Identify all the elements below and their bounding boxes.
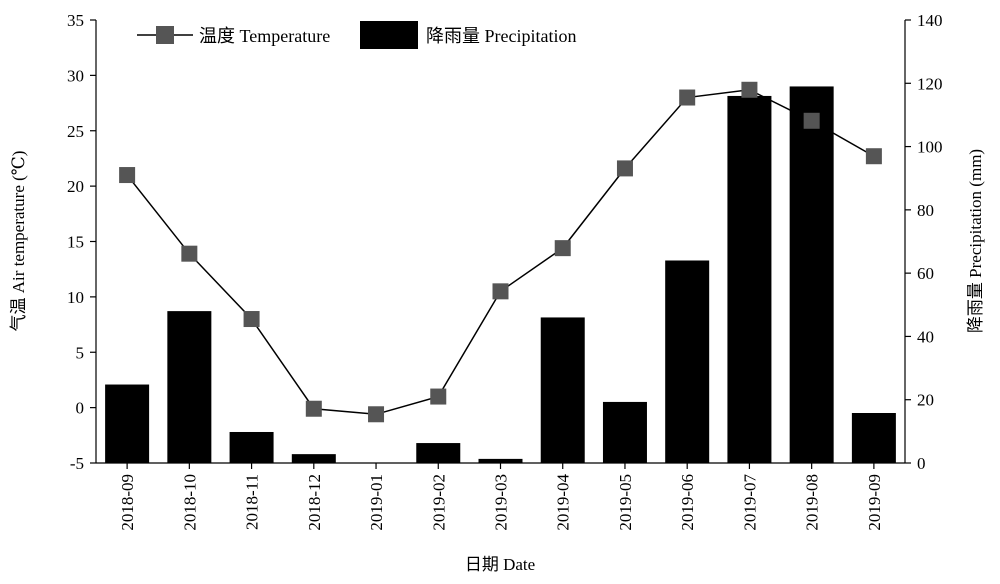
precipitation-bar [291,454,336,463]
x-tick-label: 2019-06 [678,474,697,531]
axes: -5 0 5 10 15 20 25 30 35 0 20 40 60 80 100 120 140 2018-0… [67,11,943,531]
y-right-tick-label: 120 [917,74,943,93]
x-tick-label: 2019-07 [740,474,759,531]
precipitation-bar [416,443,461,463]
precipitation-bar [789,86,834,463]
y-left-tick-label: 20 [67,177,84,196]
x-tick-label: 2018-09 [118,474,137,531]
x-tick-label: 2019-09 [865,474,884,531]
y-left-tick-label: 30 [67,66,84,85]
y-left-axis-label: 气温 Air temperature (℃) [9,151,28,332]
x-tick-label: 2018-12 [305,474,324,531]
y-right-tick-label: 100 [917,138,943,157]
temperature-line [119,81,882,423]
precipitation-bar [665,260,710,463]
y-right-tick-label: 0 [917,454,926,473]
y-right-tick-label: 40 [917,327,934,346]
y-left-tick-label: 35 [67,11,84,30]
legend-precipitation-swatch [360,21,418,49]
temperature-point [492,283,509,300]
temperature-point [430,388,447,405]
temperature-point [243,311,260,328]
precipitation-bar [602,401,647,463]
precipitation-bar [105,384,150,463]
temperature-point [865,148,882,165]
precipitation-bar [167,311,212,463]
x-tick-label: 2019-02 [429,474,448,531]
legend: 温度 Temperature 降雨量 Precipitation [137,21,576,49]
temperature-point [803,112,820,129]
precipitation-bar [851,413,896,463]
legend-precipitation-label: 降雨量 Precipitation [426,26,576,46]
y-right-tick-label: 60 [917,264,934,283]
y-left-tick-label: 10 [67,288,84,307]
x-tick-label: 2018-10 [180,474,199,531]
precipitation-bar [540,317,585,463]
y-right-tick-label: 140 [917,11,943,30]
y-left-tick-label: -5 [70,454,84,473]
legend-temperature-marker [156,26,174,44]
x-tick-label: 2019-01 [367,474,386,531]
temperature-point [368,406,385,423]
y-right-tick-label: 20 [917,391,934,410]
x-tick-label: 2018-11 [243,474,262,530]
y-left-tick-label: 25 [67,122,84,141]
precipitation-bars [105,86,896,463]
x-tick-label: 2019-03 [492,474,511,531]
y-left-tick-label: 5 [76,343,85,362]
x-tick-label: 2019-04 [554,474,573,531]
y-right-axis-label: 降雨量 Precipitation (mm) [966,149,985,333]
precipitation-bar [229,431,274,463]
x-axis-label: 日期 Date [465,555,535,574]
temperature-point [616,160,633,177]
y-left-tick-label: 15 [67,233,84,252]
temperature-point [741,81,758,98]
x-tick-label: 2019-05 [616,474,635,531]
temperature-point [119,167,136,184]
temperature-point [554,240,571,257]
x-tick-label: 2019-08 [803,474,822,531]
precipitation-bar [478,458,523,463]
temperature-point [181,245,198,262]
y-left-tick-label: 0 [76,399,85,418]
temperature-point [679,89,696,106]
y-right-tick-label: 80 [917,201,934,220]
precipitation-bar [727,95,772,463]
temperature-point [305,400,322,417]
legend-temperature-label: 温度 Temperature [199,26,330,46]
